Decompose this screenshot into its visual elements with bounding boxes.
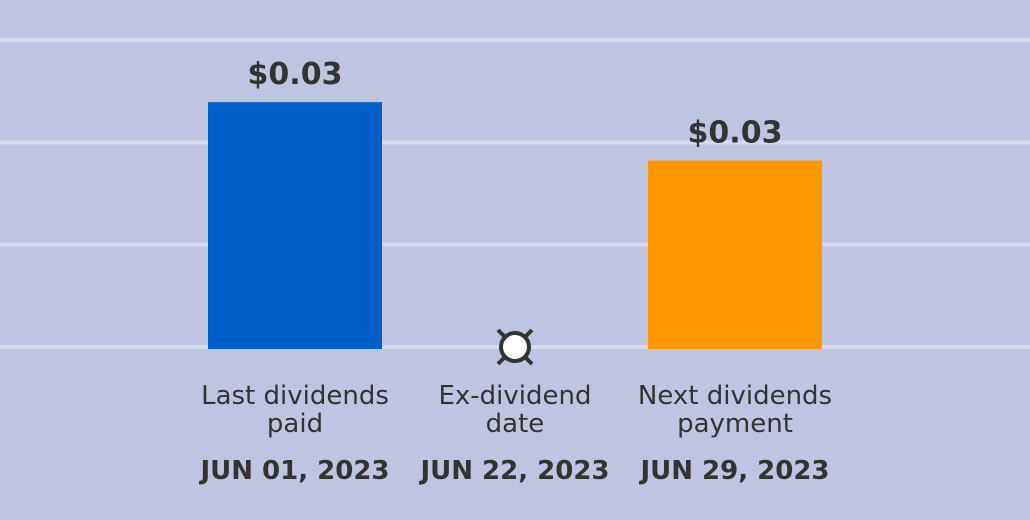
value-label: $0.03	[688, 116, 783, 151]
category-date: JUN 22, 2023	[420, 456, 610, 486]
category-label: Ex-dividend date	[438, 381, 592, 439]
category-date: JUN 29, 2023	[640, 456, 830, 486]
category-label: Next dividends payment	[637, 381, 833, 439]
bar	[208, 102, 382, 349]
marker	[499, 331, 531, 363]
value-label: $0.03	[248, 57, 343, 92]
bar	[648, 160, 822, 349]
category-date: JUN 01, 2023	[200, 456, 390, 486]
category-label: Last dividends paid	[201, 381, 389, 439]
